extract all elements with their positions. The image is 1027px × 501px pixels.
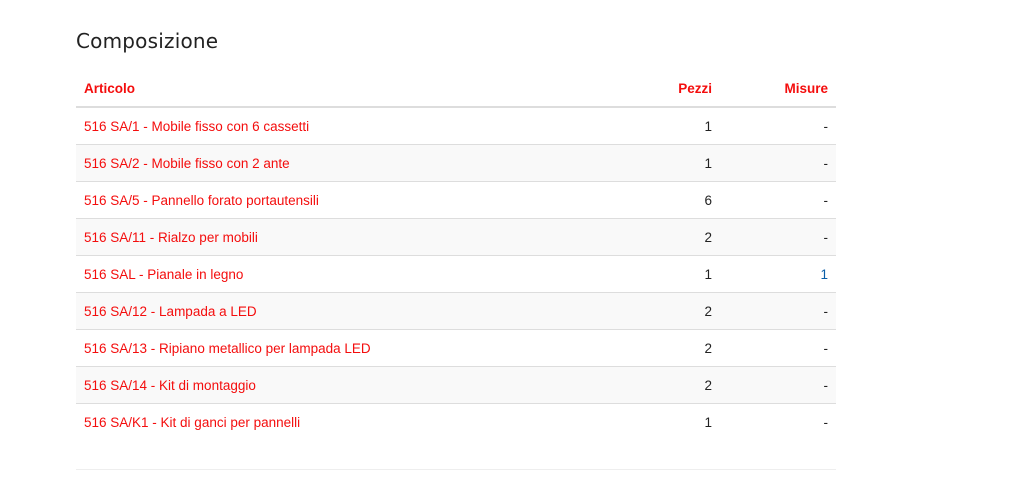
cell-articolo: 516 SA/12 - Lampada a LED <box>76 292 594 330</box>
header-articolo: Articolo <box>76 70 594 108</box>
cell-pezzi: 2 <box>594 292 720 330</box>
cell-articolo: 516 SAL - Pianale in legno <box>76 255 594 293</box>
cell-misure: - <box>823 118 829 134</box>
cell-pezzi: 2 <box>594 329 720 367</box>
composition-table: Articolo Pezzi Misure 516 SA/1 - Mobile … <box>76 70 836 440</box>
cell-misure: - <box>720 218 836 256</box>
table-row: 516 SA/5 - Pannello forato portautensili… <box>76 181 836 219</box>
table-row: 516 SA/12 - Lampada a LED 2- <box>76 292 836 330</box>
article-link[interactable]: 516 SA/K1 - Kit di ganci per pannelli <box>84 414 301 430</box>
table-row: 516 SA/1 - Mobile fisso con 6 cassetti 1 - <box>76 107 836 145</box>
table-row: 516 SA/K1 - Kit di ganci per pannelli 1- <box>76 403 836 440</box>
cell-pezzi: 6 <box>594 181 720 219</box>
table-row: 516 SA/11 - Rialzo per mobili 2- <box>76 218 836 256</box>
article-link[interactable]: 516 SA/1 - Mobile fisso con 6 cassetti <box>84 118 310 134</box>
article-link[interactable]: 516 SA/13 - Ripiano metallico per lampad… <box>84 340 371 356</box>
article-link[interactable]: 516 SA/11 - Rialzo per mobili <box>84 229 258 245</box>
cell-articolo: 516 SA/13 - Ripiano metallico per lampad… <box>76 329 594 367</box>
header-pezzi: Pezzi <box>594 70 720 108</box>
article-link[interactable]: 516 SAL - Pianale in legno <box>84 266 244 282</box>
article-link[interactable]: 516 SA/2 - Mobile fisso con 2 ante <box>84 155 290 171</box>
misure-link[interactable]: 1 <box>820 266 828 282</box>
cell-misure: - <box>720 292 836 330</box>
divider <box>76 469 836 470</box>
cell-pezzi: 1 <box>594 403 720 440</box>
cell-misure: - <box>720 144 836 182</box>
cell-misure: - <box>720 366 836 404</box>
cell-misure: - <box>720 403 836 440</box>
table-row: 516 SA/13 - Ripiano metallico per lampad… <box>76 329 836 367</box>
cell-articolo: 516 SA/11 - Rialzo per mobili <box>76 218 594 256</box>
article-link[interactable]: 516 SA/14 - Kit di montaggio <box>84 377 256 393</box>
table-row: 516 SAL - Pianale in legno 1 1 <box>76 255 836 293</box>
table-row: 516 SA/14 - Kit di montaggio 2- <box>76 366 836 404</box>
section-title: Composizione <box>76 29 219 53</box>
cell-misure: 1 <box>720 255 836 293</box>
table-row: 516 SA/2 - Mobile fisso con 2 ante 1- <box>76 144 836 182</box>
cell-articolo: 516 SA/1 - Mobile fisso con 6 cassetti <box>76 107 594 145</box>
cell-pezzi: 1 <box>594 255 720 293</box>
cell-pezzi: 1 <box>594 144 720 182</box>
cell-misure: - <box>720 329 836 367</box>
table-header: Articolo Pezzi Misure <box>76 70 836 108</box>
cell-pezzi: 2 <box>594 218 720 256</box>
header-misure: Misure <box>720 70 836 108</box>
article-link[interactable]: 516 SA/12 - Lampada a LED <box>84 303 257 319</box>
cell-articolo: 516 SA/2 - Mobile fisso con 2 ante <box>76 144 594 182</box>
cell-pezzi: 1 <box>704 118 712 134</box>
cell-pezzi: 2 <box>594 366 720 404</box>
cell-articolo: 516 SA/5 - Pannello forato portautensili <box>76 181 594 219</box>
cell-articolo: 516 SA/K1 - Kit di ganci per pannelli <box>76 403 594 440</box>
cell-misure: - <box>720 181 836 219</box>
article-link[interactable]: 516 SA/5 - Pannello forato portautensili <box>84 192 319 208</box>
cell-articolo: 516 SA/14 - Kit di montaggio <box>76 366 594 404</box>
